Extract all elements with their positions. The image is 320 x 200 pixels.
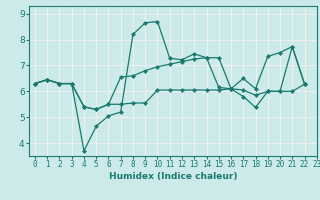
X-axis label: Humidex (Indice chaleur): Humidex (Indice chaleur) [108, 172, 237, 181]
